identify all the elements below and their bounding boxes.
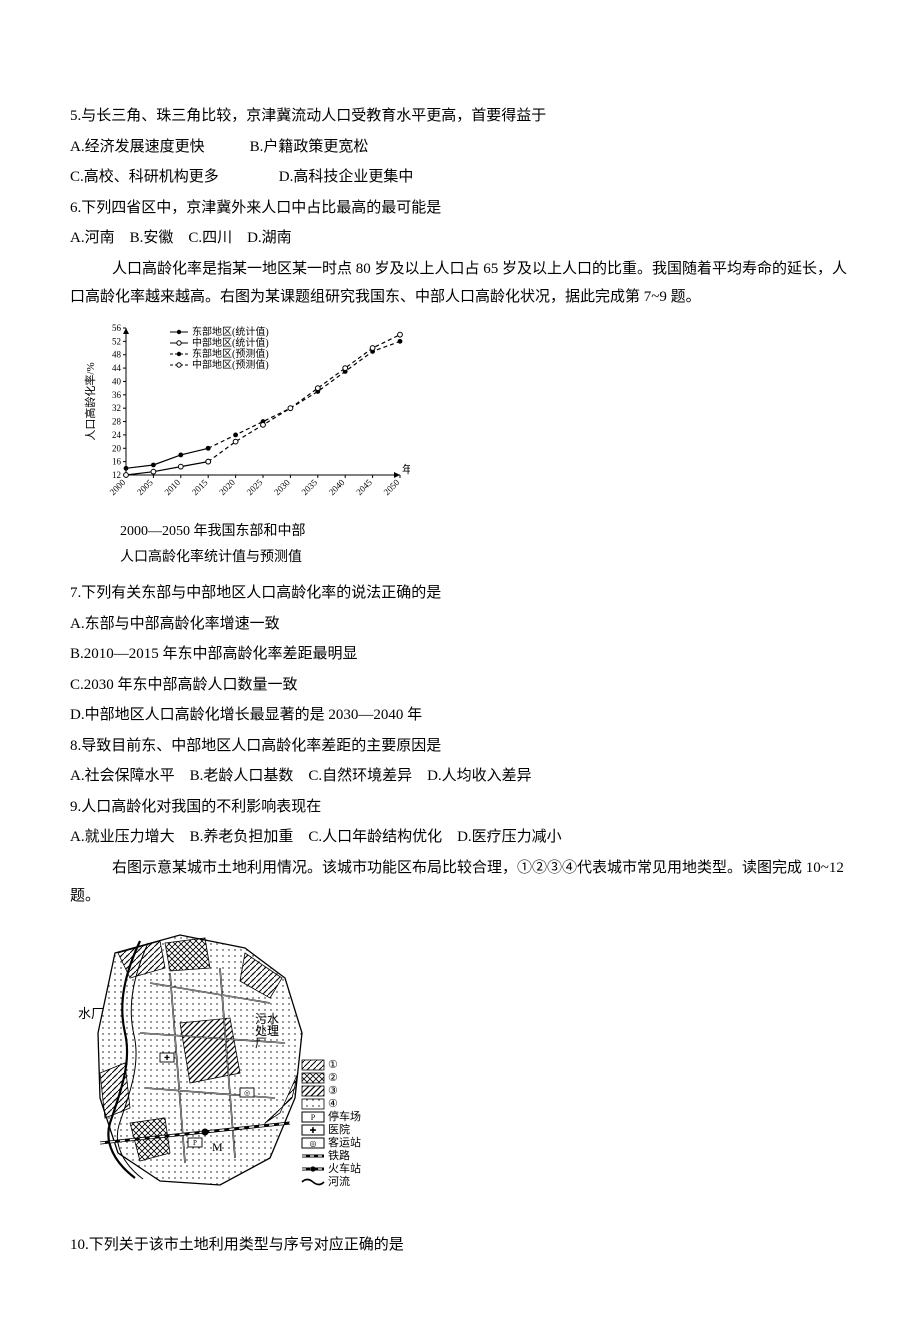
svg-text:②: ②	[328, 1072, 338, 1084]
svg-text:P: P	[311, 1113, 316, 1122]
q7-a: A.东部与中部高龄化率增速一致	[70, 610, 850, 639]
svg-text:①: ①	[328, 1059, 338, 1071]
chart-caption-line2: 人口高龄化率统计值与预测值	[120, 547, 850, 569]
svg-text:◎: ◎	[310, 1139, 317, 1148]
q6-stem: 6.下列四省区中，京津冀外来人口中占比最高的最可能是	[70, 194, 850, 223]
svg-text:东部地区(统计值): 东部地区(统计值)	[192, 325, 269, 338]
svg-text:M: M	[212, 1140, 223, 1154]
svg-text:2040: 2040	[327, 476, 347, 496]
svg-text:中部地区(统计值): 中部地区(统计值)	[192, 336, 269, 349]
svg-text:◎: ◎	[244, 1089, 250, 1097]
svg-text:水厂: 水厂	[78, 1006, 104, 1021]
q9-stem: 9.人口高龄化对我国的不利影响表现在	[70, 793, 850, 822]
q7-b: B.2010—2015 年东中部高龄化率差距最明显	[70, 640, 850, 669]
q7-stem: 7.下列有关东部与中部地区人口高龄化率的说法正确的是	[70, 579, 850, 608]
svg-text:铁路: 铁路	[328, 1149, 350, 1162]
svg-text:③: ③	[328, 1085, 338, 1097]
city-landuse-map: P✚◎水厂污水处理厂M①②③④P停车场✚医院◎客运站铁路火车站河流	[70, 923, 850, 1213]
svg-text:医院: 医院	[328, 1122, 350, 1136]
svg-text:52: 52	[112, 336, 121, 346]
aging-rate-chart: 1216202428323640444852562000200520102015…	[80, 322, 850, 570]
passage-1: 人口高龄化率是指某一地区某一时点 80 岁及以上人口占 65 岁及以上人口的比重…	[70, 255, 850, 312]
svg-text:20: 20	[112, 443, 122, 453]
q8-stem: 8.导致目前东、中部地区人口高龄化率差距的主要原因是	[70, 732, 850, 761]
svg-text:年份: 年份	[402, 462, 410, 476]
svg-text:2025: 2025	[245, 476, 265, 496]
svg-text:2015: 2015	[190, 476, 210, 496]
q10-stem: 10.下列关于该市土地利用类型与序号对应正确的是	[70, 1231, 850, 1260]
q8-opts: A.社会保障水平 B.老龄人口基数 C.自然环境差异 D.人均收入差异	[70, 762, 850, 791]
q5-opts-ab: A.经济发展速度更快 B.户籍政策更宽松	[70, 133, 850, 162]
svg-text:56: 56	[112, 323, 122, 333]
q9-opts: A.就业压力增大 B.养老负担加重 C.人口年龄结构优化 D.医疗压力减小	[70, 823, 850, 852]
svg-text:24: 24	[112, 429, 122, 439]
svg-text:厂: 厂	[255, 1036, 267, 1050]
svg-text:中部地区(预测值): 中部地区(预测值)	[192, 358, 269, 371]
svg-text:④: ④	[328, 1098, 338, 1110]
q6-opts: A.河南 B.安徽 C.四川 D.湖南	[70, 224, 850, 253]
svg-text:2010: 2010	[162, 476, 182, 496]
q7-c: C.2030 年东中部高龄人口数量一致	[70, 671, 850, 700]
svg-text:28: 28	[112, 416, 122, 426]
svg-text:火车站: 火车站	[328, 1161, 361, 1175]
svg-text:东部地区(预测值): 东部地区(预测值)	[192, 347, 269, 360]
chart-caption-line1: 2000—2050 年我国东部和中部	[120, 521, 850, 543]
map-svg: P✚◎水厂污水处理厂M①②③④P停车场✚医院◎客运站铁路火车站河流	[70, 923, 390, 1213]
svg-text:16: 16	[112, 456, 122, 466]
svg-text:河流: 河流	[328, 1174, 350, 1188]
svg-text:36: 36	[112, 389, 122, 399]
line-chart-svg: 1216202428323640444852562000200520102015…	[80, 322, 410, 517]
svg-text:✚: ✚	[310, 1126, 317, 1135]
svg-text:2020: 2020	[217, 476, 237, 496]
svg-text:2000: 2000	[108, 476, 128, 496]
svg-text:P: P	[193, 1139, 197, 1147]
q7-d: D.中部地区人口高龄化增长最显著的是 2030—2040 年	[70, 701, 850, 730]
svg-text:32: 32	[112, 403, 121, 413]
svg-text:人口高龄化率/%: 人口高龄化率/%	[83, 362, 97, 440]
svg-text:48: 48	[112, 349, 122, 359]
svg-text:2050: 2050	[382, 476, 402, 496]
svg-text:客运站: 客运站	[328, 1135, 361, 1149]
q5-opts-cd: C.高校、科研机构更多 D.高科技企业更集中	[70, 163, 850, 192]
svg-text:2045: 2045	[354, 476, 374, 496]
svg-text:40: 40	[112, 376, 122, 386]
svg-text:2030: 2030	[272, 476, 292, 496]
svg-text:2005: 2005	[135, 476, 155, 496]
q5-stem: 5.与长三角、珠三角比较，京津冀流动人口受教育水平更高，首要得益于	[70, 102, 850, 131]
svg-text:2035: 2035	[299, 476, 319, 496]
passage-2: 右图示意某城市土地利用情况。该城市功能区布局比较合理，①②③④代表城市常见用地类…	[70, 854, 850, 911]
svg-text:✚: ✚	[164, 1054, 170, 1062]
svg-text:44: 44	[112, 363, 122, 373]
svg-text:停车场: 停车场	[328, 1109, 361, 1123]
